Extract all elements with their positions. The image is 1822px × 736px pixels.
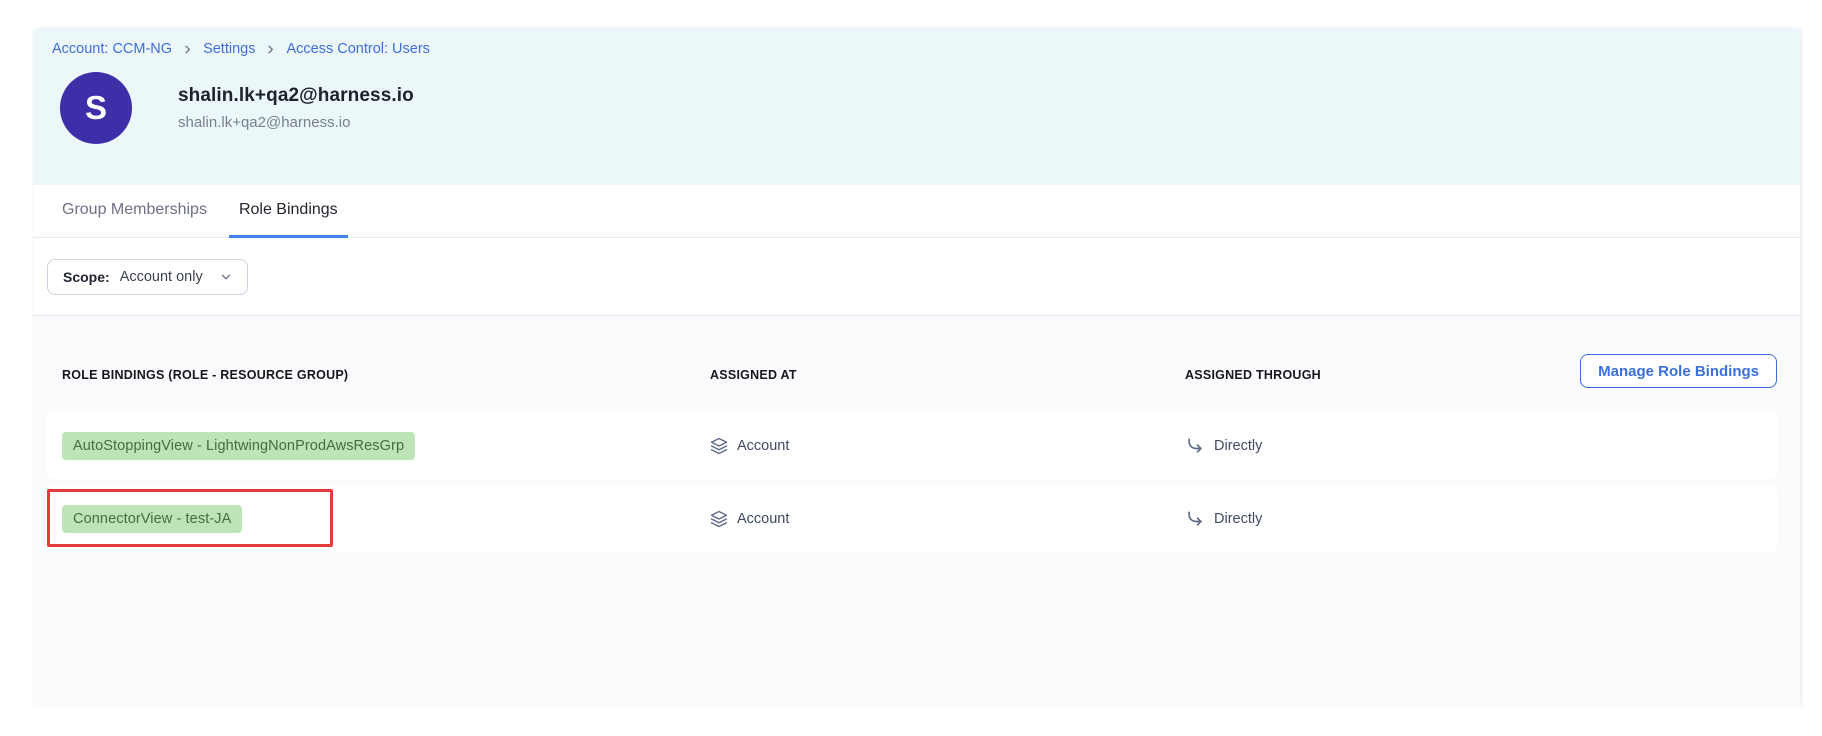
table-header-row: ROLE BINDINGS (ROLE - RESOURCE GROUP) AS… bbox=[47, 316, 1777, 388]
assigned-at-value: Account bbox=[737, 438, 790, 454]
assigned-through-value: Directly bbox=[1214, 438, 1263, 454]
scope-dropdown[interactable]: Scope: Account only bbox=[47, 258, 248, 295]
chevron-right-icon bbox=[265, 44, 276, 55]
page-title: shalin.lk+qa2@harness.io bbox=[178, 85, 414, 106]
subdirectory-arrow-icon bbox=[1185, 436, 1205, 456]
manage-role-bindings-button[interactable]: Manage Role Bindings bbox=[1580, 354, 1777, 388]
column-header-role-bindings: ROLE BINDINGS (ROLE - RESOURCE GROUP) bbox=[62, 368, 349, 382]
breadcrumb-account-link[interactable]: Account: CCM-NG bbox=[52, 41, 173, 57]
table-body: AutoStoppingView - LightwingNonProdAwsRe… bbox=[47, 413, 1777, 552]
scope-selected-value: Account only bbox=[119, 268, 203, 285]
user-email: shalin.lk+qa2@harness.io bbox=[178, 114, 351, 131]
role-binding-badge: ConnectorView - test-JA bbox=[62, 505, 243, 533]
layers-icon bbox=[710, 510, 728, 528]
tabs-bar: Group Memberships Role Bindings bbox=[33, 185, 1800, 238]
column-header-assigned-at: ASSIGNED AT bbox=[710, 368, 797, 382]
chevron-right-icon bbox=[182, 44, 193, 55]
column-header-assigned-through: ASSIGNED THROUGH bbox=[1185, 368, 1321, 382]
chevron-down-icon bbox=[219, 270, 233, 284]
breadcrumb-settings-link[interactable]: Settings bbox=[203, 41, 256, 57]
tab-role-bindings[interactable]: Role Bindings bbox=[228, 185, 348, 238]
breadcrumb-access-control-users-link[interactable]: Access Control: Users bbox=[286, 41, 430, 57]
role-binding-badge: AutoStoppingView - LightwingNonProdAwsRe… bbox=[62, 432, 416, 460]
filter-bar: Scope: Account only bbox=[33, 238, 1800, 316]
layers-icon bbox=[710, 437, 728, 455]
table-row[interactable]: ConnectorView - test-JA Account Directly bbox=[47, 486, 1777, 552]
table-row[interactable]: AutoStoppingView - LightwingNonProdAwsRe… bbox=[47, 413, 1777, 479]
avatar: S bbox=[60, 72, 132, 144]
scope-label: Scope: bbox=[63, 268, 110, 285]
assigned-at-value: Account bbox=[737, 511, 790, 527]
tab-group-memberships[interactable]: Group Memberships bbox=[62, 201, 207, 218]
role-bindings-table: ROLE BINDINGS (ROLE - RESOURCE GROUP) AS… bbox=[33, 316, 1800, 705]
subdirectory-arrow-icon bbox=[1185, 509, 1205, 529]
breadcrumb: Account: CCM-NG Settings Access Control:… bbox=[52, 41, 1800, 57]
assigned-through-value: Directly bbox=[1214, 511, 1263, 527]
user-profile-summary: S shalin.lk+qa2@harness.io shalin.lk+qa2… bbox=[60, 72, 1800, 144]
page-header: Account: CCM-NG Settings Access Control:… bbox=[33, 28, 1800, 185]
content-panel: Account: CCM-NG Settings Access Control:… bbox=[33, 28, 1800, 705]
